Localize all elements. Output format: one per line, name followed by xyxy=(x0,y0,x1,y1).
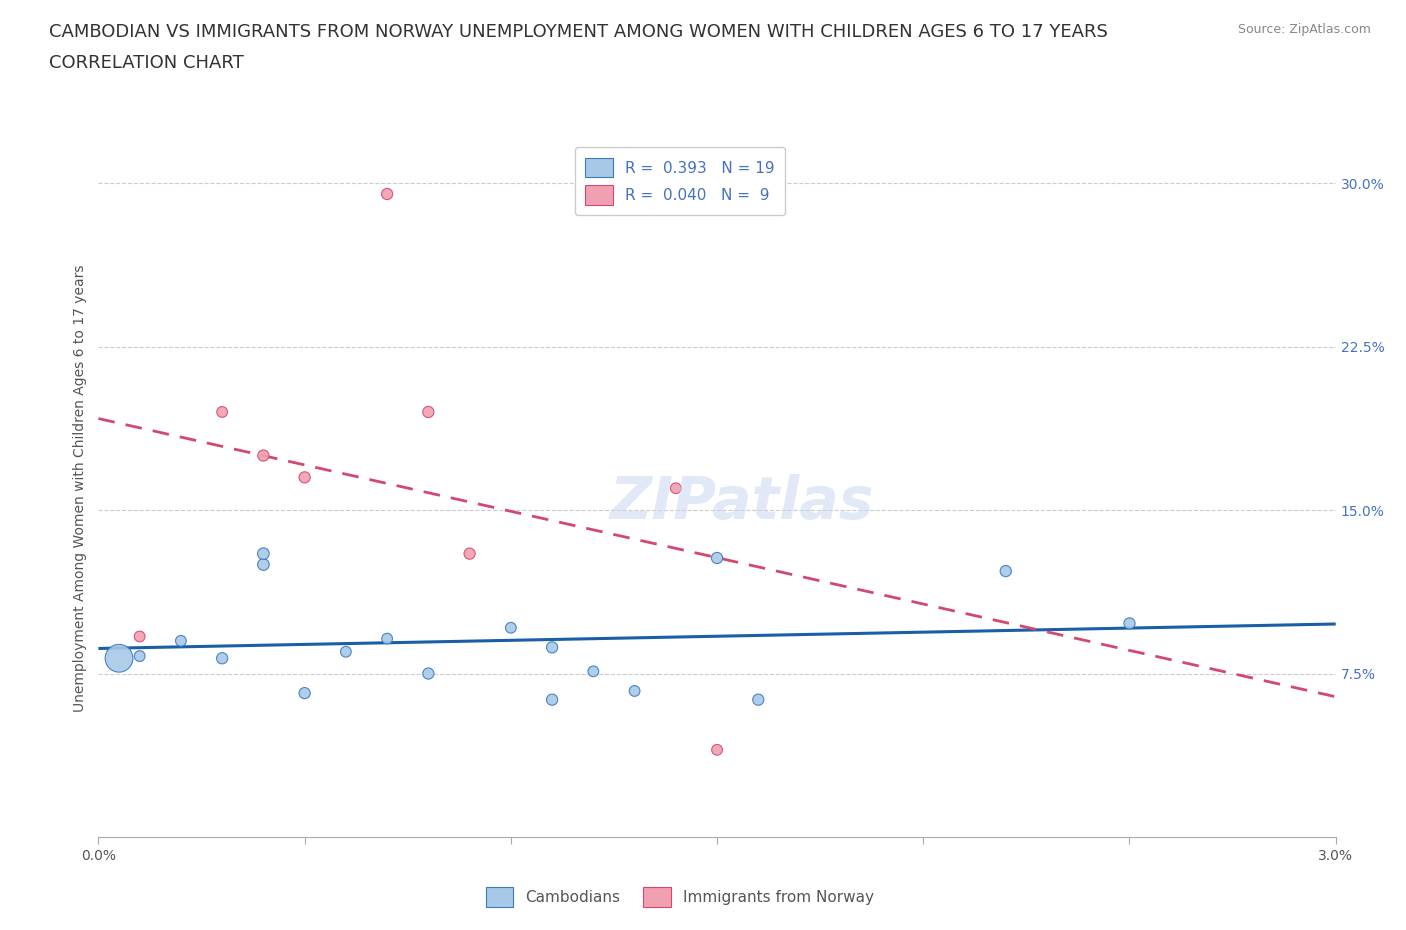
Point xyxy=(252,557,274,572)
Point xyxy=(294,470,316,485)
Point xyxy=(128,629,150,644)
Text: Source: ZipAtlas.com: Source: ZipAtlas.com xyxy=(1237,23,1371,36)
Point xyxy=(1118,616,1140,631)
Point xyxy=(128,648,150,663)
Text: ZIPatlas: ZIPatlas xyxy=(610,473,875,531)
Point xyxy=(211,405,233,419)
Point xyxy=(747,692,769,707)
Point xyxy=(335,644,357,659)
Text: CORRELATION CHART: CORRELATION CHART xyxy=(49,54,245,72)
Point xyxy=(994,564,1017,578)
Point xyxy=(211,651,233,666)
Point xyxy=(252,546,274,561)
Point xyxy=(541,692,564,707)
Point xyxy=(418,666,440,681)
Point xyxy=(706,742,728,757)
Point xyxy=(294,685,316,700)
Point xyxy=(252,448,274,463)
Point xyxy=(665,481,688,496)
Point xyxy=(582,664,605,679)
Point xyxy=(706,551,728,565)
Point xyxy=(499,620,522,635)
Point xyxy=(623,684,645,698)
Point xyxy=(375,631,398,646)
Point xyxy=(170,633,193,648)
Point xyxy=(375,187,398,202)
Point xyxy=(458,546,481,561)
Point xyxy=(108,651,131,666)
Legend: Cambodians, Immigrants from Norway: Cambodians, Immigrants from Norway xyxy=(479,882,880,913)
Y-axis label: Unemployment Among Women with Children Ages 6 to 17 years: Unemployment Among Women with Children A… xyxy=(73,264,87,712)
Point xyxy=(418,405,440,419)
Text: CAMBODIAN VS IMMIGRANTS FROM NORWAY UNEMPLOYMENT AMONG WOMEN WITH CHILDREN AGES : CAMBODIAN VS IMMIGRANTS FROM NORWAY UNEM… xyxy=(49,23,1108,41)
Point xyxy=(541,640,564,655)
